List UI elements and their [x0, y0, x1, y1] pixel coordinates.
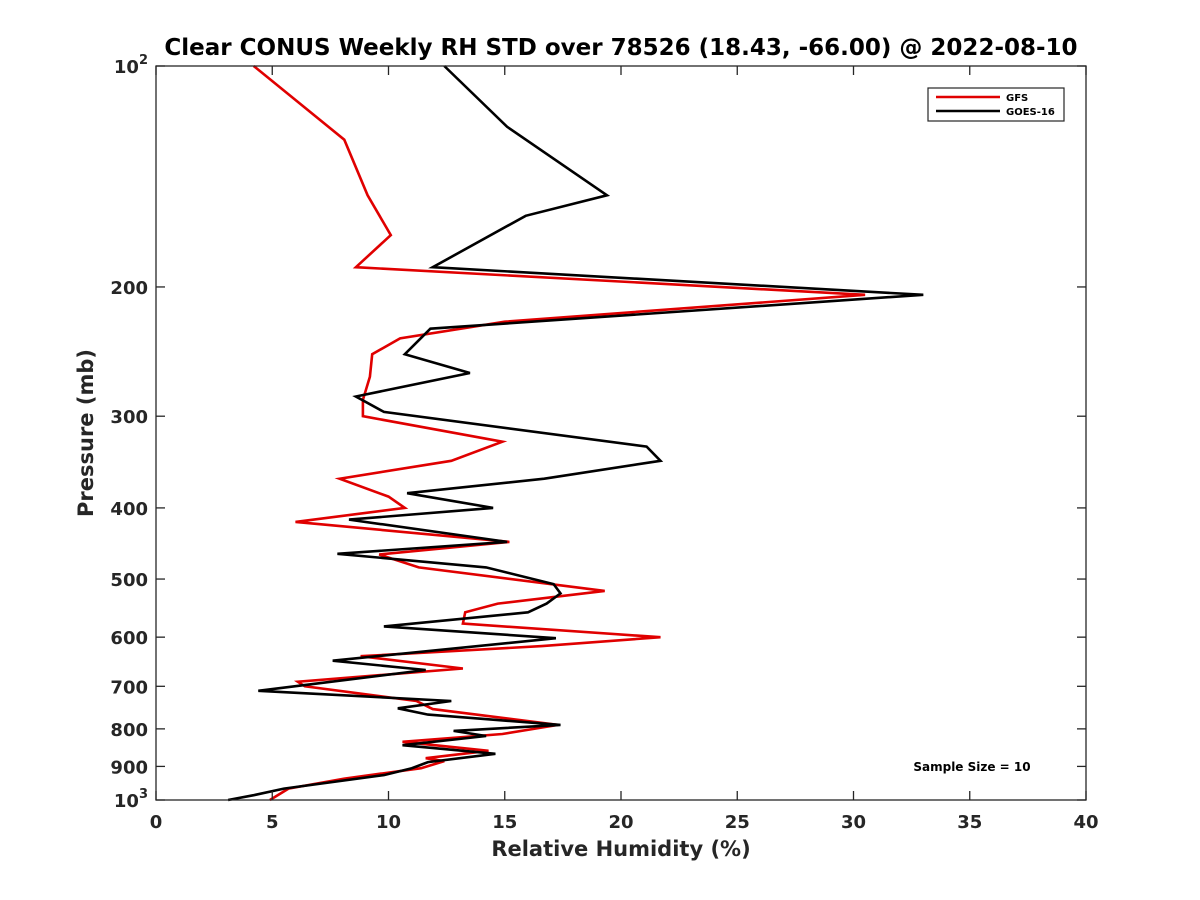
- y-tick-label-600: 600: [110, 628, 148, 649]
- y-tick-label-800: 800: [110, 720, 148, 741]
- chart-title: Clear CONUS Weekly RH STD over 78526 (18…: [164, 35, 1077, 61]
- sample-size-annotation: Sample Size = 10: [913, 760, 1030, 774]
- legend-label-gfs: GFS: [1006, 93, 1028, 104]
- y-tick-label-400: 400: [110, 499, 148, 520]
- x-tick-label-20: 20: [608, 812, 633, 833]
- series-line-goes-16: [227, 65, 924, 802]
- y-tick-label-200: 200: [110, 278, 148, 299]
- series-layer: [227, 64, 924, 802]
- y-tick-label-700: 700: [110, 677, 148, 698]
- series-line-gfs: [252, 64, 866, 802]
- x-tick-label-25: 25: [725, 812, 750, 833]
- x-tick-label-0: 0: [150, 812, 163, 833]
- y-axis-label: Pressure (mb): [74, 349, 98, 517]
- x-axis-label: Relative Humidity (%): [491, 837, 750, 861]
- plot-area: 0 5 10 15 20 25 30 35 40 102 200 300 400 500 600 700 800…: [110, 53, 1098, 833]
- x-tick-label-35: 35: [957, 812, 982, 833]
- x-tick-label-15: 15: [492, 812, 517, 833]
- axes-box: [155, 65, 1087, 801]
- x-tick-label-30: 30: [841, 812, 866, 833]
- ticks-layer: 0 5 10 15 20 25 30 35 40 102 200 300 400 500 600 700 800…: [110, 53, 1098, 833]
- y-tick-label-300: 300: [110, 407, 148, 428]
- legend-label-goes-16: GOES-16: [1006, 107, 1055, 118]
- y-tick-label-900: 900: [110, 757, 148, 778]
- x-tick-label-10: 10: [376, 812, 401, 833]
- y-tick-label-1000: 103: [114, 787, 148, 812]
- y-tick-label-500: 500: [110, 570, 148, 591]
- x-tick-label-5: 5: [266, 812, 279, 833]
- legend: GFS GOES-16: [927, 87, 1065, 122]
- x-tick-label-40: 40: [1073, 812, 1098, 833]
- y-tick-label-100: 102: [114, 53, 148, 78]
- legend-box: [927, 87, 1065, 122]
